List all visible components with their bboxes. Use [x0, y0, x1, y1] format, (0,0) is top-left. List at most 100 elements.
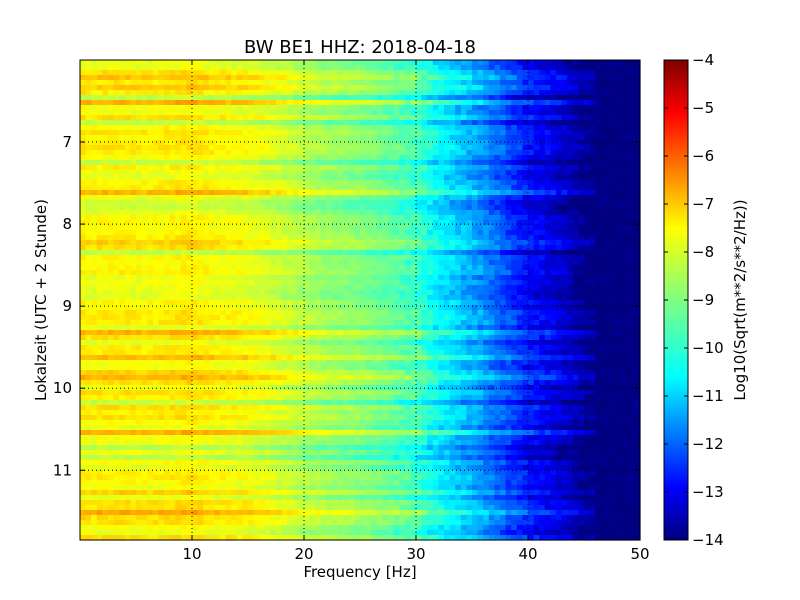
heatmap-cell — [309, 215, 316, 221]
heatmap-cell — [164, 65, 171, 71]
heatmap-cell — [248, 265, 255, 271]
heatmap-cell — [528, 205, 535, 211]
heatmap-cell — [264, 155, 271, 161]
heatmap-cell — [617, 105, 624, 111]
heatmap-cell — [421, 225, 428, 231]
heatmap-cell — [483, 95, 490, 101]
heatmap-cell — [589, 150, 596, 156]
heatmap-cell — [472, 250, 479, 256]
heatmap-cell — [522, 295, 529, 301]
heatmap-cell — [253, 235, 260, 241]
heatmap-cell — [281, 175, 288, 181]
heatmap-cell — [365, 170, 372, 176]
heatmap-cell — [500, 195, 507, 201]
heatmap-cell — [472, 145, 479, 151]
heatmap-cell — [393, 245, 400, 251]
heatmap-cell — [617, 145, 624, 151]
heatmap-cell — [466, 180, 473, 186]
heatmap-cell — [500, 60, 507, 66]
heatmap-cell — [242, 185, 249, 191]
heatmap-cell — [427, 255, 434, 261]
heatmap-cell — [427, 225, 434, 231]
heatmap-cell — [332, 275, 339, 281]
heatmap-cell — [96, 165, 103, 171]
heatmap-cell — [158, 140, 165, 146]
heatmap-cell — [298, 295, 305, 301]
heatmap-cell — [80, 305, 87, 311]
heatmap-cell — [360, 205, 367, 211]
heatmap-cell — [561, 280, 568, 286]
heatmap-cell — [259, 225, 266, 231]
heatmap-cell — [628, 195, 635, 201]
heatmap-cell — [578, 300, 585, 306]
heatmap-cell — [556, 190, 563, 196]
heatmap-cell — [343, 240, 350, 246]
heatmap-cell — [634, 170, 641, 176]
heatmap-cell — [309, 255, 316, 261]
heatmap-cell — [309, 290, 316, 296]
heatmap-cell — [617, 270, 624, 276]
heatmap-cell — [488, 235, 495, 241]
heatmap-cell — [326, 215, 333, 221]
heatmap-cell — [500, 75, 507, 81]
heatmap-cell — [466, 145, 473, 151]
heatmap-cell — [421, 90, 428, 96]
heatmap-cell — [315, 175, 322, 181]
heatmap-cell — [421, 115, 428, 121]
heatmap-cell — [455, 80, 462, 86]
heatmap-cell — [528, 260, 535, 266]
heatmap-cell — [612, 265, 619, 271]
heatmap-cell — [354, 170, 361, 176]
heatmap-cell — [399, 235, 406, 241]
heatmap-cell — [180, 115, 187, 121]
heatmap-cell — [533, 235, 540, 241]
heatmap-cell — [416, 220, 423, 226]
heatmap-cell — [511, 75, 518, 81]
heatmap-cell — [320, 290, 327, 296]
heatmap-cell — [612, 90, 619, 96]
heatmap-cell — [382, 180, 389, 186]
heatmap-cell — [371, 85, 378, 91]
heatmap-cell — [175, 90, 182, 96]
heatmap-cell — [438, 90, 445, 96]
heatmap-cell — [320, 195, 327, 201]
heatmap-cell — [365, 245, 372, 251]
heatmap-cell — [180, 110, 187, 116]
heatmap-cell — [124, 135, 131, 141]
heatmap-cell — [231, 180, 238, 186]
heatmap-cell — [556, 75, 563, 81]
heatmap-cell — [141, 265, 148, 271]
heatmap-cell — [276, 160, 283, 166]
heatmap-cell — [460, 295, 467, 301]
heatmap-cell — [623, 110, 630, 116]
heatmap-cell — [427, 200, 434, 206]
heatmap-cell — [505, 215, 512, 221]
heatmap-cell — [477, 90, 484, 96]
heatmap-cell — [136, 95, 143, 101]
heatmap-cell — [612, 100, 619, 106]
heatmap-cell — [460, 270, 467, 276]
heatmap-cell — [500, 180, 507, 186]
heatmap-cell — [348, 220, 355, 226]
heatmap-cell — [281, 150, 288, 156]
heatmap-cell — [175, 230, 182, 236]
heatmap-cell — [113, 195, 120, 201]
heatmap-cell — [186, 95, 193, 101]
heatmap-cell — [147, 285, 154, 291]
heatmap-cell — [231, 105, 238, 111]
heatmap-cell — [343, 200, 350, 206]
heatmap-cell — [337, 300, 344, 306]
heatmap-cell — [584, 160, 591, 166]
heatmap-cell — [606, 70, 613, 76]
heatmap-cell — [208, 70, 215, 76]
heatmap-cell — [225, 130, 232, 136]
heatmap-cell — [292, 75, 299, 81]
heatmap-cell — [528, 90, 535, 96]
heatmap-cell — [85, 295, 92, 301]
heatmap-cell — [600, 190, 607, 196]
heatmap-cell — [253, 135, 260, 141]
heatmap-cell — [225, 280, 232, 286]
heatmap-cell — [231, 135, 238, 141]
heatmap-cell — [186, 135, 193, 141]
heatmap-cell — [270, 200, 277, 206]
